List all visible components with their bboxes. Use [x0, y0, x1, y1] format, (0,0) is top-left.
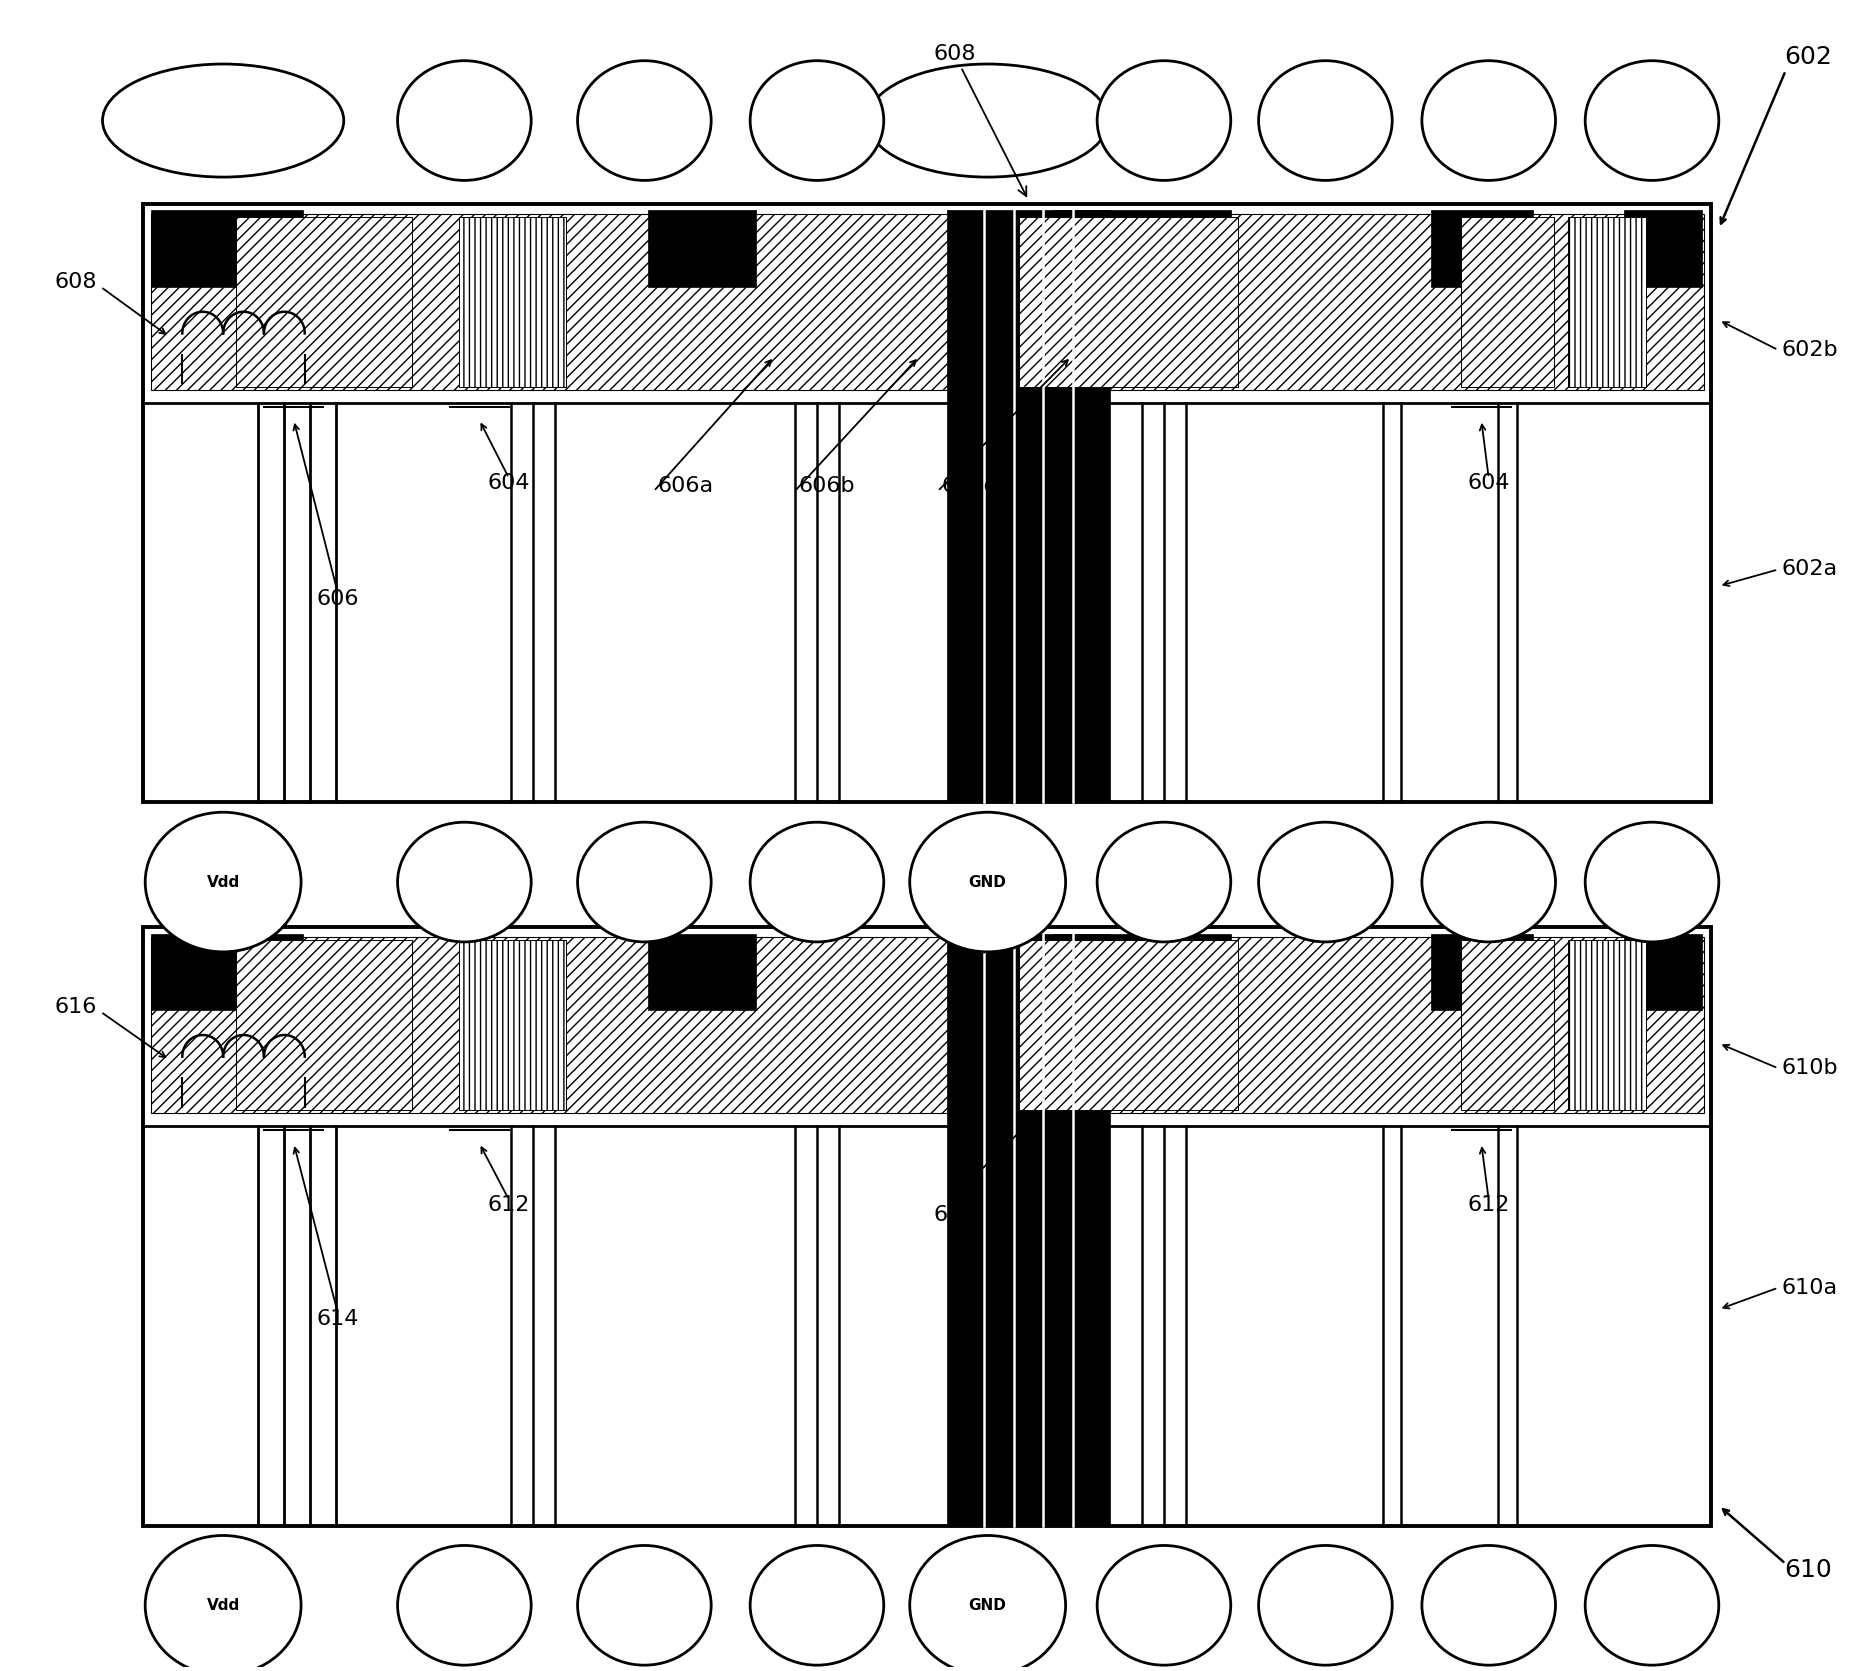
Bar: [1020, 941, 1238, 1110]
Circle shape: [749, 822, 884, 942]
Text: GND: GND: [969, 1597, 1007, 1613]
Circle shape: [1258, 60, 1392, 180]
Circle shape: [1098, 1546, 1230, 1666]
Bar: [947, 211, 1111, 802]
Bar: [151, 214, 1704, 389]
Bar: [1568, 217, 1646, 386]
Bar: [1053, 211, 1230, 287]
Bar: [1053, 934, 1230, 1009]
Bar: [947, 934, 1111, 1526]
Circle shape: [1258, 822, 1392, 942]
Bar: [237, 217, 412, 386]
Bar: [1461, 217, 1555, 386]
Circle shape: [397, 1546, 531, 1666]
Text: 610b: 610b: [1782, 1058, 1838, 1078]
Circle shape: [1258, 1546, 1392, 1666]
Ellipse shape: [103, 63, 343, 177]
Circle shape: [1584, 822, 1719, 942]
Circle shape: [1422, 1546, 1555, 1666]
Bar: [649, 211, 755, 287]
Bar: [151, 937, 1704, 1113]
Text: 604: 604: [1467, 473, 1510, 493]
Circle shape: [1422, 822, 1555, 942]
Circle shape: [145, 1536, 302, 1671]
Circle shape: [1098, 60, 1230, 180]
Bar: [1568, 941, 1646, 1110]
Bar: [237, 941, 412, 1110]
Text: 610: 610: [1784, 1559, 1832, 1582]
Text: Vdd: Vdd: [207, 1597, 240, 1613]
Circle shape: [749, 60, 884, 180]
Text: 608: 608: [54, 272, 97, 292]
Bar: [1624, 934, 1702, 1009]
Text: 616: 616: [934, 1205, 975, 1225]
Text: 612: 612: [1467, 1195, 1510, 1215]
Circle shape: [397, 822, 531, 942]
Circle shape: [1584, 60, 1719, 180]
Text: 606: 606: [317, 590, 360, 610]
Bar: [459, 217, 567, 386]
Bar: [1461, 941, 1555, 1110]
Text: 602: 602: [1784, 45, 1832, 70]
Text: 602b: 602b: [1782, 339, 1838, 359]
Bar: [1020, 217, 1238, 386]
Circle shape: [1098, 822, 1230, 942]
Bar: [1432, 934, 1534, 1009]
Text: 606a: 606a: [658, 476, 714, 496]
Text: 614: 614: [317, 1310, 360, 1330]
Bar: [151, 934, 304, 1009]
Bar: [144, 204, 1711, 802]
Text: GND: GND: [969, 874, 1007, 889]
Circle shape: [1584, 1546, 1719, 1666]
Circle shape: [397, 60, 531, 180]
Bar: [1624, 211, 1702, 287]
Bar: [649, 934, 755, 1009]
Text: 604: 604: [488, 473, 529, 493]
Circle shape: [578, 1546, 712, 1666]
Text: 608: 608: [934, 43, 1027, 196]
Circle shape: [145, 812, 302, 952]
Text: 616: 616: [54, 998, 97, 1016]
Text: 606c: 606c: [941, 476, 995, 496]
Circle shape: [578, 60, 712, 180]
Text: Vdd: Vdd: [207, 874, 240, 889]
Bar: [459, 941, 567, 1110]
Ellipse shape: [867, 63, 1109, 177]
Text: 606b: 606b: [798, 476, 856, 496]
Circle shape: [910, 812, 1066, 952]
Text: 602a: 602a: [1782, 560, 1838, 580]
Circle shape: [578, 822, 712, 942]
Circle shape: [749, 1546, 884, 1666]
Circle shape: [910, 1536, 1066, 1671]
Bar: [1432, 211, 1534, 287]
Text: 612: 612: [488, 1195, 529, 1215]
Bar: [151, 211, 304, 287]
Circle shape: [1422, 60, 1555, 180]
Text: 610a: 610a: [1782, 1278, 1838, 1298]
Bar: [144, 927, 1711, 1526]
